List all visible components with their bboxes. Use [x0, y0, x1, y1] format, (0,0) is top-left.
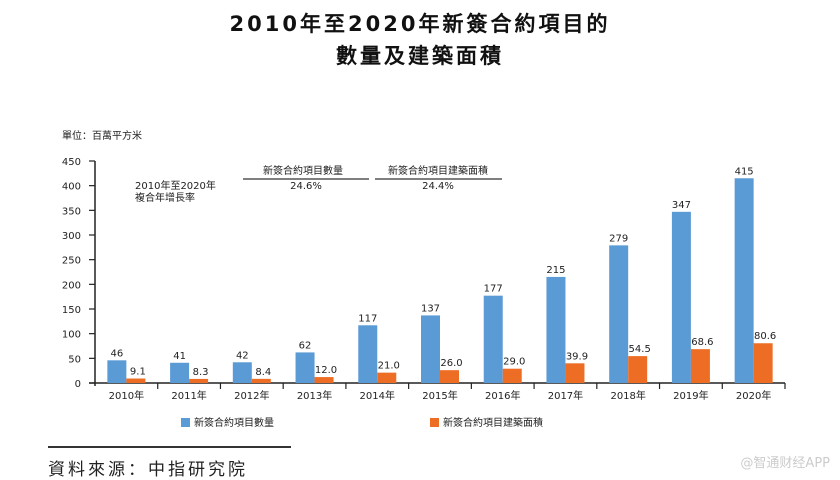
- legend-label-count: 新簽合約項目數量: [194, 416, 274, 429]
- cagr-label-2: 複合年增長率: [135, 191, 195, 204]
- data-label: 46: [110, 348, 123, 359]
- bar-area: [690, 349, 710, 383]
- bar-area: [753, 343, 773, 383]
- bar-area: [377, 372, 397, 383]
- legend-swatch-count: [181, 418, 190, 427]
- cagr-col1-value: 24.6%: [290, 181, 322, 192]
- data-label: 8.3: [193, 367, 209, 378]
- data-label: 215: [546, 265, 565, 276]
- data-label: 279: [609, 233, 628, 244]
- x-tick-label: 2011年: [171, 389, 206, 402]
- y-tick-label: 450: [62, 157, 81, 168]
- data-label: 21.0: [378, 361, 400, 372]
- chart-title-line2: 數量及建築面積: [336, 44, 504, 68]
- y-tick-label: 150: [62, 305, 81, 316]
- data-label: 177: [484, 284, 503, 295]
- data-label: 41: [173, 351, 186, 362]
- data-label: 12.0: [315, 365, 337, 376]
- data-label: 117: [358, 313, 377, 324]
- x-tick-label: 2015年: [422, 389, 457, 402]
- data-label: 39.9: [566, 351, 588, 362]
- data-label: 54.5: [629, 344, 651, 355]
- data-label: 415: [735, 166, 754, 177]
- cagr-col2-header: 新簽合約項目建築面積: [388, 164, 488, 177]
- cagr-label-1: 2010年至2020年: [135, 179, 216, 192]
- y-tick-label: 0: [75, 379, 81, 390]
- bar-count: [232, 362, 252, 383]
- watermark: @智通财经APP: [740, 456, 830, 471]
- data-label: 80.6: [754, 331, 776, 342]
- source-note: 資料來源：中指研究院: [48, 460, 248, 480]
- x-tick-label: 2014年: [360, 389, 395, 402]
- x-tick-label: 2013年: [297, 389, 332, 402]
- y-tick-label: 200: [62, 280, 81, 291]
- data-label: 68.6: [691, 337, 713, 348]
- y-tick-label: 400: [62, 182, 81, 193]
- data-label: 8.4: [255, 367, 271, 378]
- legend-label-area: 新簽合約項目建築面積: [443, 416, 543, 429]
- x-tick-label: 2016年: [485, 389, 520, 402]
- chart-title-line1: 2010年至2020年新簽合約項目的: [229, 12, 611, 36]
- y-tick-label: 100: [62, 330, 81, 341]
- data-label: 137: [421, 303, 440, 314]
- bar-area: [189, 378, 209, 383]
- x-tick-label: 2017年: [548, 389, 583, 402]
- legend-swatch-area: [430, 418, 439, 427]
- cagr-col1-header: 新簽合約項目數量: [263, 164, 343, 177]
- unit-label: 單位：百萬平方米: [62, 129, 142, 142]
- data-label: 29.0: [503, 357, 525, 368]
- bar-count: [609, 245, 629, 383]
- bar-area: [126, 378, 146, 383]
- bar-count: [358, 325, 378, 383]
- bar-count: [546, 276, 566, 383]
- bar-count: [671, 211, 691, 383]
- data-label: 9.1: [130, 367, 146, 378]
- bar-area: [251, 378, 271, 383]
- bar-count: [295, 352, 315, 383]
- x-tick-label: 2010年: [109, 389, 144, 402]
- bar-area: [628, 356, 648, 383]
- y-tick-label: 50: [68, 354, 81, 365]
- bar-area: [565, 363, 585, 383]
- bar-count: [483, 295, 503, 383]
- x-tick-label: 2018年: [610, 389, 645, 402]
- y-tick-label: 350: [62, 206, 81, 217]
- bar-count: [107, 360, 127, 383]
- source-divider: [48, 446, 291, 448]
- bar-count: [170, 362, 190, 383]
- data-label: 62: [299, 340, 312, 351]
- bar-area: [502, 368, 522, 383]
- x-tick-label: 2019年: [673, 389, 708, 402]
- cagr-col2-value: 24.4%: [422, 181, 454, 192]
- data-label: 26.0: [440, 358, 462, 369]
- x-tick-label: 2020年: [736, 389, 771, 402]
- bar-count: [734, 178, 754, 383]
- data-label: 42: [236, 350, 249, 361]
- bar-count: [421, 315, 440, 383]
- y-tick-label: 300: [62, 231, 81, 242]
- y-tick-label: 250: [62, 256, 81, 267]
- bar-area: [314, 377, 334, 383]
- x-tick-label: 2012年: [234, 389, 269, 402]
- data-label: 347: [672, 200, 691, 211]
- bar-area: [440, 370, 459, 383]
